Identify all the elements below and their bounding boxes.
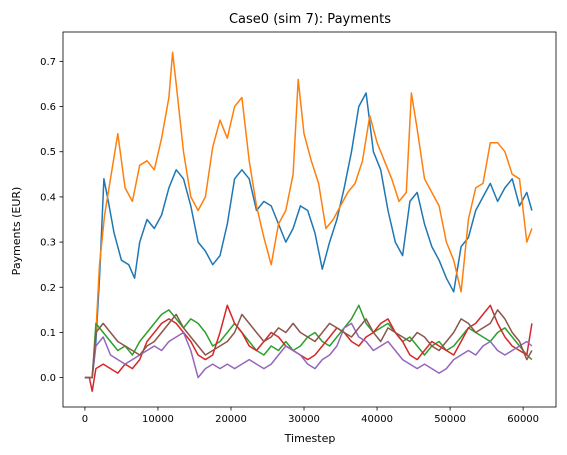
series-line-4 [84, 304, 533, 392]
series-line-5 [84, 322, 533, 379]
y-tick-label: 0.6 [40, 102, 56, 113]
y-axis-label: Payments (EUR) [10, 187, 23, 276]
series-line-1 [84, 92, 533, 379]
series-line-6 [84, 309, 533, 379]
y-tick-label: 0.7 [40, 57, 56, 68]
x-tick-label: 10000 [142, 414, 174, 425]
series-layer [84, 51, 533, 392]
y-tick-label: 0.5 [40, 147, 56, 158]
x-axis-label: Timestep [284, 432, 336, 445]
x-tick-label: 0 [82, 414, 88, 425]
y-tick-label: 0.4 [40, 192, 56, 203]
y-tick-label: 0.2 [40, 283, 56, 294]
y-tick-label: 0.3 [40, 238, 56, 249]
x-tick-label: 30000 [288, 414, 320, 425]
plot-frame [62, 31, 557, 408]
y-tick-label: 0.0 [40, 373, 56, 384]
x-tick-label: 60000 [507, 414, 539, 425]
x-tick-label: 40000 [361, 414, 393, 425]
y-tick-label: 0.1 [40, 328, 56, 339]
x-tick-label: 50000 [434, 414, 466, 425]
chart-title: Case0 (sim 7): Payments [229, 12, 391, 27]
series-line-2 [84, 51, 533, 379]
axes-layer: 0 10000 20000 30000 40000 50000 60000 0.0 0.1 0.2… [40, 31, 557, 425]
x-tick-label: 20000 [215, 414, 247, 425]
